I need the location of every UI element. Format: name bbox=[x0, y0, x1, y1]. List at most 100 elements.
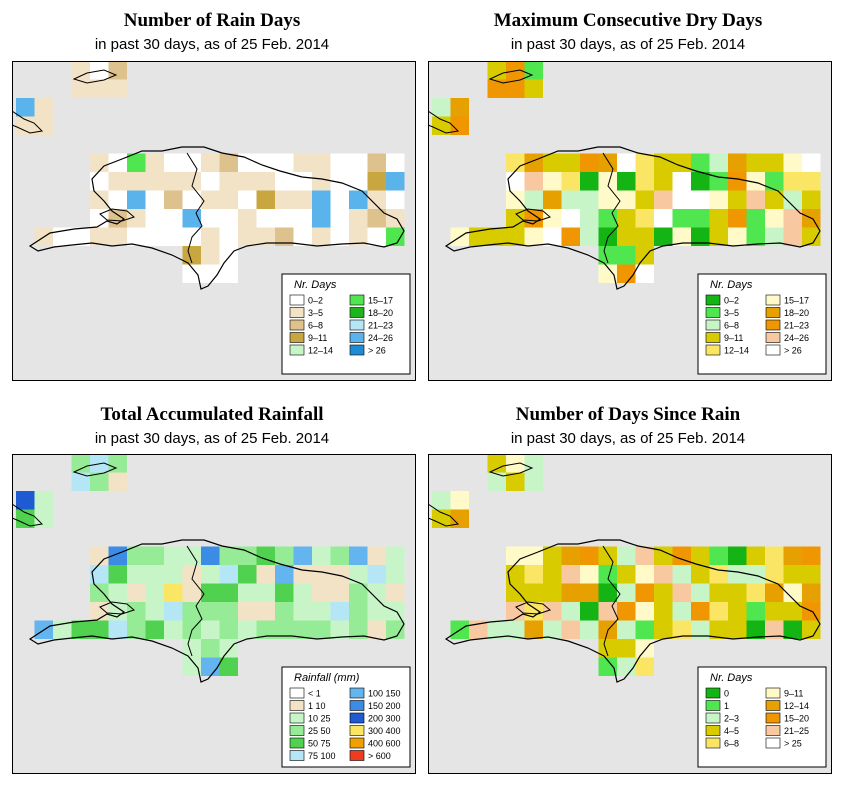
legend-label: 50 75 bbox=[308, 739, 331, 749]
legend-label: 400 600 bbox=[368, 739, 401, 749]
legend-label: 9–11 bbox=[724, 333, 743, 343]
grid-cell bbox=[765, 620, 784, 639]
grid-cell bbox=[487, 61, 506, 80]
grid-cell bbox=[654, 602, 673, 621]
legend-label: 12–14 bbox=[784, 701, 809, 711]
grid-cell bbox=[349, 209, 368, 228]
grid-cell bbox=[635, 657, 654, 676]
grid-cell bbox=[108, 172, 127, 191]
grid-cell bbox=[543, 620, 562, 639]
grid-cell bbox=[238, 620, 257, 639]
legend-swatch bbox=[705, 319, 721, 331]
grid-cell bbox=[256, 153, 275, 172]
grid-cell bbox=[108, 546, 127, 565]
grid-cell bbox=[256, 227, 275, 246]
legend-label: 12–14 bbox=[308, 346, 333, 356]
grid-cell bbox=[802, 546, 821, 565]
grid-cell bbox=[543, 583, 562, 602]
grid-cell bbox=[691, 153, 710, 172]
grid-cell bbox=[802, 227, 821, 246]
grid-cell bbox=[506, 546, 525, 565]
grid-cell bbox=[598, 153, 617, 172]
grid-cell bbox=[127, 583, 146, 602]
grid-cell bbox=[275, 153, 294, 172]
gonave-island bbox=[515, 601, 551, 615]
country-border bbox=[186, 545, 205, 657]
gonave-island bbox=[99, 208, 135, 222]
grid-cell bbox=[182, 190, 201, 209]
grid-cell bbox=[635, 209, 654, 228]
grid-cell bbox=[108, 565, 127, 584]
grid-cell bbox=[275, 583, 294, 602]
legend-label: 0–2 bbox=[724, 296, 739, 306]
grid-cell bbox=[256, 583, 275, 602]
grid-cell bbox=[728, 172, 747, 191]
grid-cell bbox=[90, 153, 109, 172]
grid-cell bbox=[367, 620, 386, 639]
grid-cell bbox=[561, 172, 580, 191]
grid-cell bbox=[349, 153, 368, 172]
grid-cell bbox=[219, 190, 238, 209]
grid-cell bbox=[312, 602, 331, 621]
legend-swatch bbox=[765, 737, 781, 749]
grid-cell bbox=[201, 620, 220, 639]
grid-cell bbox=[367, 583, 386, 602]
legend-label: 21–23 bbox=[784, 321, 809, 331]
grid-cell bbox=[34, 98, 53, 117]
legend-swatch bbox=[289, 750, 305, 761]
grid-cell bbox=[219, 657, 238, 676]
grid-cell bbox=[617, 153, 636, 172]
legend-label: 0–2 bbox=[308, 296, 323, 306]
legend-label: 200 300 bbox=[368, 714, 401, 724]
grid-cell bbox=[635, 639, 654, 658]
grid-cell bbox=[349, 565, 368, 584]
grid-cell bbox=[312, 172, 331, 191]
grid-cell bbox=[617, 209, 636, 228]
grid-cell bbox=[654, 153, 673, 172]
grid-cell bbox=[164, 546, 183, 565]
cuba-coastline bbox=[428, 110, 460, 134]
grid-cell bbox=[654, 546, 673, 565]
grid-cell bbox=[219, 546, 238, 565]
grid-cell bbox=[182, 264, 201, 283]
grid-cell bbox=[256, 546, 275, 565]
grid-cell bbox=[90, 620, 109, 639]
grid-cell bbox=[746, 190, 765, 209]
grid-cell bbox=[219, 602, 238, 621]
map-frame bbox=[428, 61, 832, 381]
grid-cell bbox=[386, 172, 405, 191]
grid-cell bbox=[635, 264, 654, 283]
legend-label: 150 200 bbox=[368, 701, 401, 711]
island-coastline bbox=[444, 539, 821, 683]
grid-cell bbox=[71, 454, 90, 473]
grid-cell bbox=[617, 602, 636, 621]
grid-cell bbox=[238, 172, 257, 191]
legend-swatch bbox=[289, 319, 305, 331]
legend-swatch bbox=[349, 700, 365, 711]
legend-label: 21–25 bbox=[784, 726, 809, 736]
grid-cell bbox=[367, 190, 386, 209]
grid-cell bbox=[330, 620, 349, 639]
grid-cell bbox=[201, 602, 220, 621]
grid-cell bbox=[182, 172, 201, 191]
grid-cell bbox=[219, 620, 238, 639]
grid-cell bbox=[506, 454, 525, 473]
grid-cell bbox=[201, 546, 220, 565]
grid-cell bbox=[783, 153, 802, 172]
grid-cell bbox=[34, 491, 53, 510]
grid-cell bbox=[487, 620, 506, 639]
legend-swatch bbox=[765, 687, 781, 699]
grid-cell bbox=[543, 546, 562, 565]
grid-cell bbox=[728, 602, 747, 621]
grid-cell bbox=[108, 190, 127, 209]
grid-cell bbox=[580, 172, 599, 191]
grid-cell bbox=[367, 565, 386, 584]
grid-cell bbox=[524, 565, 543, 584]
grid-cell bbox=[108, 583, 127, 602]
country-border bbox=[186, 152, 205, 264]
grid-cell bbox=[386, 620, 405, 639]
grid-cell bbox=[524, 454, 543, 473]
grid-cell bbox=[691, 620, 710, 639]
legend-swatch bbox=[289, 737, 305, 749]
grid-cell bbox=[164, 583, 183, 602]
